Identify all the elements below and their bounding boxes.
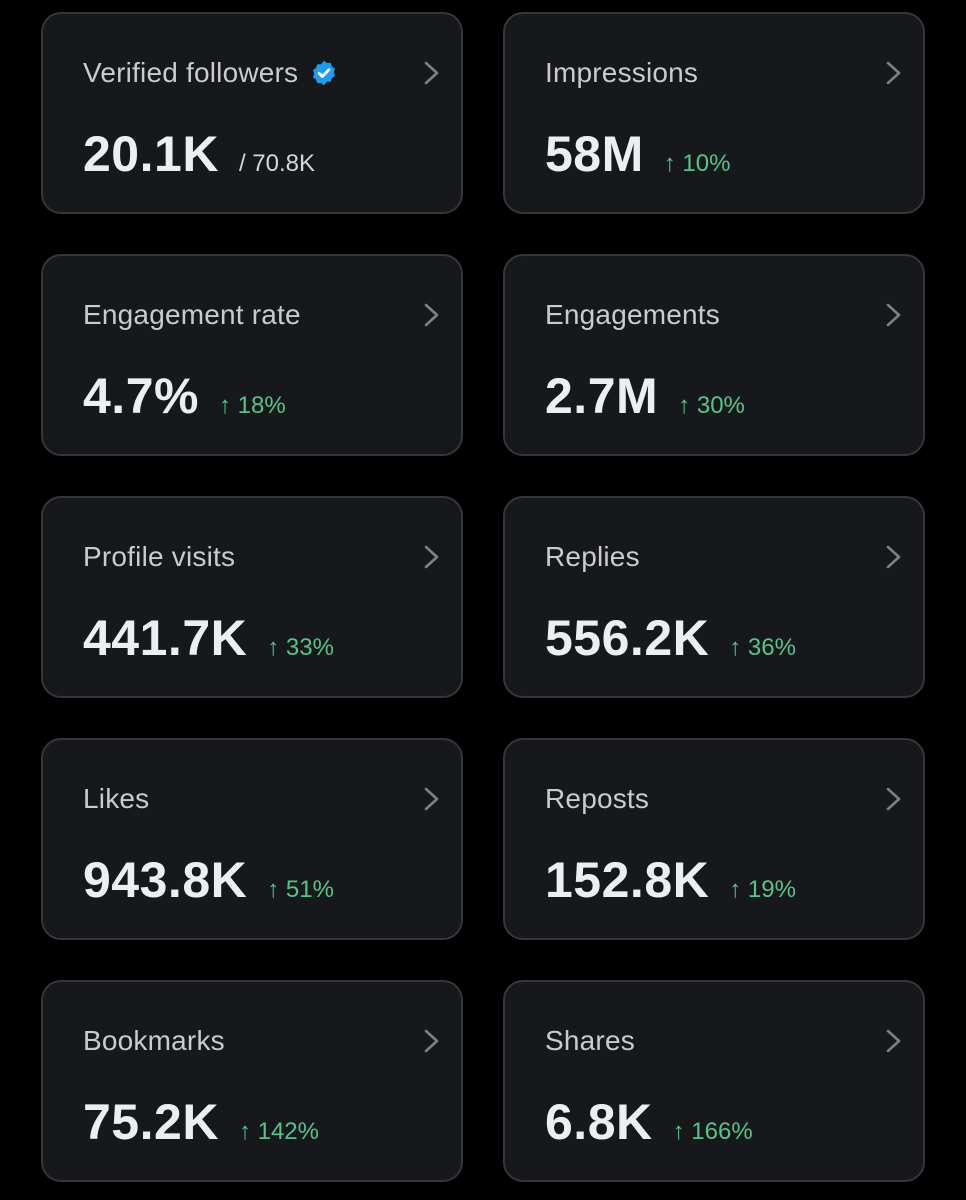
metric-label: Bookmarks [83, 1025, 225, 1056]
metric-value: 441.7K [83, 610, 248, 666]
chevron-right-icon [886, 545, 901, 569]
metric-value-row: 20.1K / 70.8K [83, 126, 315, 182]
metric-label: Impressions [545, 57, 699, 88]
metric-total: / 70.8K [238, 150, 315, 177]
metric-value-row: 75.2K ↑ 142% [83, 1094, 319, 1150]
metric-label: Engagements [545, 299, 720, 330]
metric-label-row: Profile visits [83, 540, 235, 574]
metric-value-row: 4.7% ↑ 18% [83, 368, 286, 424]
metric-label-row: Reposts [545, 782, 649, 816]
metric-card-bookmarks[interactable]: Bookmarks 75.2K ↑ 142% [41, 980, 463, 1182]
metric-label: Likes [83, 783, 150, 814]
metric-label: Verified followers [83, 57, 299, 88]
metric-change: ↑ 19% [729, 876, 796, 903]
metric-label-row: Likes [83, 782, 149, 816]
chevron-right-icon [886, 787, 901, 811]
metric-card-reposts[interactable]: Reposts 152.8K ↑ 19% [503, 738, 925, 940]
metric-value-row: 441.7K ↑ 33% [83, 610, 334, 666]
metric-value: 152.8K [545, 852, 710, 908]
metric-label: Profile visits [83, 541, 236, 572]
chevron-right-icon [424, 545, 439, 569]
metric-value-row: 58M ↑ 10% [545, 126, 730, 182]
metric-value-row: 6.8K ↑ 166% [545, 1094, 753, 1150]
metric-label-row: Shares [545, 1024, 635, 1058]
metric-label: Shares [545, 1025, 635, 1056]
chevron-right-icon [886, 1029, 901, 1053]
metric-value: 4.7% [83, 368, 199, 424]
metric-label: Reposts [545, 783, 650, 814]
metric-label-row: Engagement rate [83, 298, 301, 332]
metric-value-row: 2.7M ↑ 30% [545, 368, 745, 424]
metric-value-row: 556.2K ↑ 36% [545, 610, 796, 666]
chevron-right-icon [424, 787, 439, 811]
metric-card-engagements[interactable]: Engagements 2.7M ↑ 30% [503, 254, 925, 456]
verified-badge-icon [313, 60, 336, 86]
metric-change: ↑ 30% [678, 392, 745, 419]
metric-card-shares[interactable]: Shares 6.8K ↑ 166% [503, 980, 925, 1182]
metric-change: ↑ 166% [672, 1118, 753, 1145]
metric-value: 6.8K [545, 1094, 653, 1150]
metric-change: ↑ 10% [663, 150, 731, 177]
metric-change: ↑ 18% [218, 392, 286, 419]
chevron-right-icon [886, 61, 901, 85]
chevron-right-icon [424, 1029, 439, 1053]
metric-value: 75.2K [83, 1094, 219, 1150]
metric-card-verified-followers[interactable]: Verified followers 20.1K / 70.8K [41, 12, 463, 214]
metric-card-profile-visits[interactable]: Profile visits 441.7K ↑ 33% [41, 496, 463, 698]
metric-change: ↑ 33% [267, 634, 334, 661]
metric-card-engagement-rate[interactable]: Engagement rate 4.7% ↑ 18% [41, 254, 463, 456]
metric-change: ↑ 36% [729, 634, 796, 661]
metric-card-likes[interactable]: Likes 943.8K ↑ 51% [41, 738, 463, 940]
metric-change: ↑ 142% [238, 1118, 319, 1145]
metric-value: 943.8K [83, 852, 248, 908]
metric-label-row: Impressions [545, 56, 698, 90]
metric-value: 58M [545, 126, 644, 182]
metric-label: Engagement rate [83, 299, 301, 330]
chevron-right-icon [886, 303, 901, 327]
metric-label: Replies [545, 541, 640, 572]
chevron-right-icon [424, 61, 439, 85]
metric-card-replies[interactable]: Replies 556.2K ↑ 36% [503, 496, 925, 698]
metric-label-row: Bookmarks [83, 1024, 225, 1058]
metric-label-row: Engagements [545, 298, 720, 332]
metric-change: ↑ 51% [267, 876, 334, 903]
metric-value: 2.7M [545, 368, 659, 424]
metric-label-row: Verified followers [83, 56, 338, 90]
metrics-grid: Verified followers 20.1K / 70.8K Impress… [41, 12, 925, 1182]
metric-card-impressions[interactable]: Impressions 58M ↑ 10% [503, 12, 925, 214]
metric-value: 20.1K [83, 126, 219, 182]
metric-value-row: 152.8K ↑ 19% [545, 852, 796, 908]
metric-value: 556.2K [545, 610, 710, 666]
metric-value-row: 943.8K ↑ 51% [83, 852, 334, 908]
metric-label-row: Replies [545, 540, 640, 574]
chevron-right-icon [424, 303, 439, 327]
